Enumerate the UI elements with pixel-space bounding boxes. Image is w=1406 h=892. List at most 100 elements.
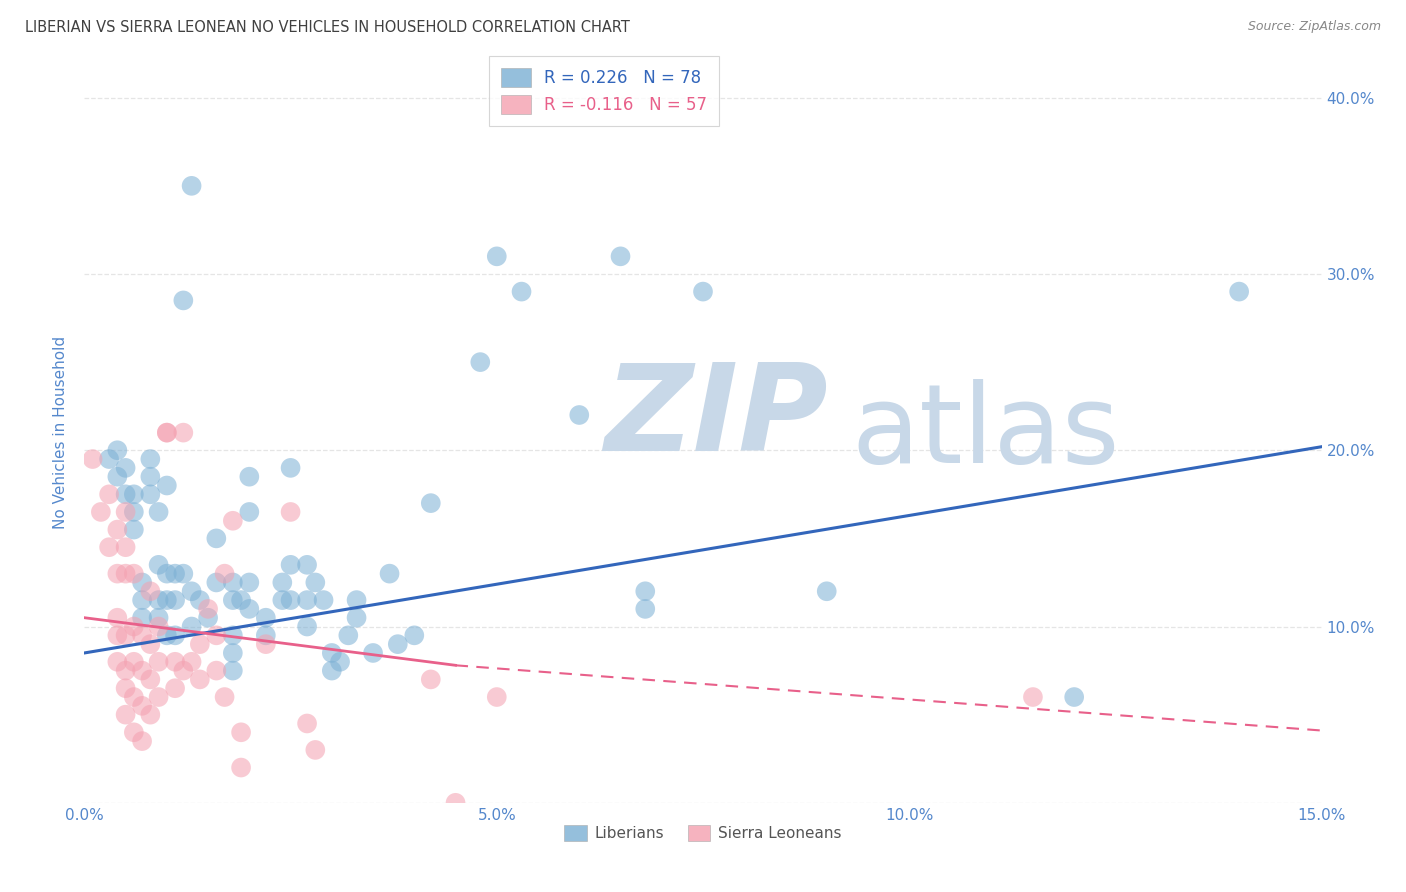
Point bbox=[165, 566, 187, 581]
Point bbox=[295, 619, 318, 633]
Point bbox=[321, 664, 343, 678]
Point bbox=[180, 655, 202, 669]
Point bbox=[148, 690, 170, 704]
Point bbox=[165, 681, 187, 696]
Point bbox=[188, 673, 211, 687]
Point bbox=[254, 628, 277, 642]
Point bbox=[131, 698, 153, 713]
Point bbox=[485, 690, 508, 704]
Point bbox=[180, 178, 202, 193]
Y-axis label: No Vehicles in Household: No Vehicles in Household bbox=[53, 336, 69, 529]
Point bbox=[105, 443, 128, 458]
Point bbox=[156, 425, 179, 440]
Point bbox=[378, 566, 401, 581]
Point bbox=[165, 593, 187, 607]
Point bbox=[470, 355, 492, 369]
Point bbox=[114, 664, 136, 678]
Point bbox=[156, 593, 179, 607]
Point bbox=[304, 575, 326, 590]
Point bbox=[105, 469, 128, 483]
Point bbox=[156, 478, 179, 492]
Point bbox=[139, 637, 162, 651]
Point bbox=[122, 725, 145, 739]
Point bbox=[214, 690, 236, 704]
Point bbox=[114, 505, 136, 519]
Point bbox=[156, 566, 179, 581]
Point bbox=[222, 593, 245, 607]
Point bbox=[114, 707, 136, 722]
Point bbox=[122, 523, 145, 537]
Point bbox=[139, 469, 162, 483]
Point bbox=[295, 558, 318, 572]
Point bbox=[148, 593, 170, 607]
Point bbox=[122, 487, 145, 501]
Point bbox=[105, 566, 128, 581]
Point bbox=[122, 619, 145, 633]
Point bbox=[634, 602, 657, 616]
Point bbox=[815, 584, 838, 599]
Point bbox=[105, 610, 128, 624]
Point bbox=[148, 558, 170, 572]
Point bbox=[139, 707, 162, 722]
Point bbox=[114, 461, 136, 475]
Point bbox=[114, 566, 136, 581]
Point bbox=[404, 628, 426, 642]
Point bbox=[114, 681, 136, 696]
Point bbox=[156, 628, 179, 642]
Point bbox=[229, 760, 252, 774]
Point bbox=[295, 716, 318, 731]
Point bbox=[222, 575, 245, 590]
Point bbox=[312, 593, 335, 607]
Point bbox=[485, 249, 508, 263]
Point bbox=[98, 452, 121, 467]
Point bbox=[238, 469, 260, 483]
Point bbox=[114, 487, 136, 501]
Point bbox=[188, 593, 211, 607]
Point bbox=[105, 628, 128, 642]
Point bbox=[205, 575, 228, 590]
Point bbox=[609, 249, 631, 263]
Point bbox=[172, 293, 194, 308]
Point bbox=[122, 505, 145, 519]
Point bbox=[222, 628, 245, 642]
Point bbox=[139, 673, 162, 687]
Point bbox=[254, 610, 277, 624]
Point bbox=[271, 575, 294, 590]
Point bbox=[114, 540, 136, 554]
Point bbox=[205, 532, 228, 546]
Point bbox=[238, 602, 260, 616]
Point bbox=[692, 285, 714, 299]
Point bbox=[131, 610, 153, 624]
Point bbox=[156, 425, 179, 440]
Point bbox=[180, 619, 202, 633]
Point bbox=[205, 628, 228, 642]
Point bbox=[280, 505, 302, 519]
Point bbox=[229, 593, 252, 607]
Point bbox=[329, 655, 352, 669]
Point bbox=[238, 505, 260, 519]
Point bbox=[139, 452, 162, 467]
Point bbox=[105, 523, 128, 537]
Point bbox=[304, 743, 326, 757]
Point bbox=[222, 514, 245, 528]
Point bbox=[131, 575, 153, 590]
Point bbox=[90, 505, 112, 519]
Point bbox=[346, 610, 368, 624]
Point bbox=[114, 628, 136, 642]
Point bbox=[1227, 285, 1250, 299]
Point bbox=[1063, 690, 1085, 704]
Point bbox=[1022, 690, 1045, 704]
Point bbox=[139, 584, 162, 599]
Point bbox=[419, 496, 441, 510]
Point bbox=[172, 664, 194, 678]
Text: LIBERIAN VS SIERRA LEONEAN NO VEHICLES IN HOUSEHOLD CORRELATION CHART: LIBERIAN VS SIERRA LEONEAN NO VEHICLES I… bbox=[25, 20, 630, 35]
Point bbox=[387, 637, 409, 651]
Point bbox=[131, 628, 153, 642]
Point bbox=[82, 452, 104, 467]
Point bbox=[148, 655, 170, 669]
Point bbox=[197, 610, 219, 624]
Legend: Liberians, Sierra Leoneans: Liberians, Sierra Leoneans bbox=[558, 819, 848, 847]
Point bbox=[122, 690, 145, 704]
Point bbox=[271, 593, 294, 607]
Point bbox=[148, 610, 170, 624]
